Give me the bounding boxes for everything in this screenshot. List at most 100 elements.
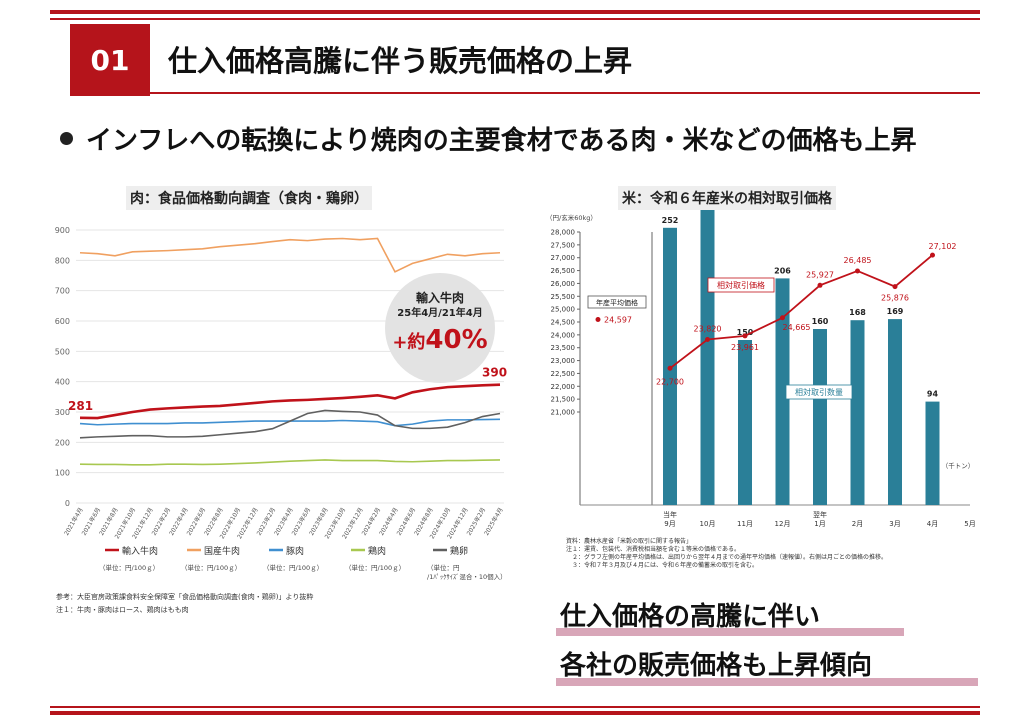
qty-label: 94 [927, 390, 939, 399]
y-tick-label: 25,500 [551, 293, 576, 301]
y-tick-label: 26,500 [551, 267, 576, 275]
bullet-dot-icon [60, 132, 73, 145]
left-source-note: 参考：大臣官房政策課食料安全保障室「食品価格動向調査(食肉・鶏卵)」より抜粋 注… [56, 592, 313, 615]
left-source-line2: 注１：牛肉・豚肉はロース、鶏肉はもも肉 [56, 606, 189, 614]
y-tick-label: 21,000 [551, 409, 576, 417]
price-label: 23,961 [731, 343, 759, 352]
y-tick-label: 900 [55, 226, 70, 235]
qty-bar [813, 329, 827, 505]
bottom-rule-thin [50, 706, 980, 708]
right-note-line3: ２：グラフ左側の年産平均価格は、出回りから翌年４月までの通年平均価格（速報値）。… [566, 554, 887, 561]
y-tick-label: 23,000 [551, 357, 576, 365]
qty-bar [700, 210, 715, 505]
y-tick-label: 100 [55, 469, 70, 478]
avg-point [595, 317, 601, 323]
legend-label: 輸入牛肉 [122, 545, 158, 557]
y-tick-label: 300 [55, 408, 70, 417]
rice-price-chart: （円/玄米60kg） 21,000 21,500 22,000 22,500 23,000… [546, 210, 976, 528]
conclusion-line2: 各社の販売価格も上昇傾向 [560, 651, 873, 681]
x-tick-label: 4月 [927, 520, 938, 528]
x-tick-prefix: 翌年 [813, 510, 827, 519]
legend-unit: （単位：円/100ｇ） [99, 563, 159, 572]
y-tick-label: 21,500 [551, 396, 576, 404]
series-line-4 [79, 409, 501, 439]
avg-label: 年産平均価格 [596, 298, 638, 307]
y-tick-label: 400 [55, 378, 70, 387]
price-label: 26,485 [844, 256, 872, 265]
left-chart-title: 肉：食品価格動向調査（食肉・鶏卵） [126, 186, 372, 210]
y-tick-label: 24,500 [551, 319, 576, 327]
series-line-3 [79, 459, 501, 466]
right-note-line2: 注１：運賃、包装代、消費税相当額を含む１等米の価格である。 [566, 546, 740, 553]
x-tick-label: 10月 [700, 520, 716, 528]
y-tick-label: 28,000 [551, 229, 576, 237]
qty-label: 160 [812, 317, 829, 326]
avg-label-box [587, 295, 647, 309]
right-axis-unit: （千トン） [942, 461, 975, 470]
y-tick-label: 27,500 [551, 241, 576, 249]
right-note-line1: 資料：農林水産省「米穀の取引に関する報告」 [566, 538, 693, 545]
qty-bar [738, 340, 752, 505]
y-tick-label: 27,000 [551, 254, 576, 262]
x-tick-label: 12月 [775, 520, 791, 528]
price-series-label: 相対取引価格 [717, 280, 765, 290]
left-source-line1: 参考：大臣官房政策課食料安全保障室「食品価格動向調査(食肉・鶏卵)」より抜粋 [56, 593, 314, 601]
y-tick-label: 22,000 [551, 383, 576, 391]
callout-circle [385, 273, 495, 383]
start-value-label: 281 [68, 399, 93, 413]
title-underline [150, 92, 980, 94]
qty-label: 168 [849, 308, 866, 317]
price-point [667, 365, 673, 371]
qty-label: 169 [887, 307, 904, 316]
price-label: 22,700 [656, 377, 684, 386]
price-label: 24,665 [783, 323, 811, 332]
legend-unit: （単位：円 [427, 563, 460, 572]
callout-big: +約40% [392, 325, 487, 355]
y-tick-label: 600 [55, 317, 70, 326]
conclusion-underline-2 [556, 678, 978, 686]
x-tick-label: 5月 [964, 520, 975, 528]
left-axis-unit: （円/玄米60kg） [546, 213, 597, 222]
price-point [817, 282, 823, 288]
qty-bar [850, 320, 865, 505]
legend-label: 国産牛肉 [204, 545, 240, 557]
legend-unit: /1ﾊﾟｯｸｻｲｽﾞ混合・10個入） [427, 572, 507, 581]
section-number-badge: 01 [70, 24, 150, 96]
price-point [892, 284, 898, 290]
legend-label: 豚肉 [286, 545, 304, 557]
meat-price-chart: 01002003004005006007008009002021年4月2021年… [55, 226, 507, 581]
series-line-0 [79, 383, 501, 420]
x-tick-prefix: 当年 [663, 510, 677, 519]
qty-bar [925, 401, 940, 505]
price-line [669, 254, 934, 369]
y-tick-label: 700 [55, 287, 70, 296]
callout-line1: 輸入牛肉 [416, 290, 464, 305]
y-tick-label: 22,500 [551, 370, 576, 378]
x-tick-label: 1月 [814, 520, 825, 528]
y-tick-label: 25,000 [551, 306, 576, 314]
qty-bar [888, 319, 902, 505]
qty-label: 150 [737, 328, 754, 337]
bullet-text: インフレへの転換により焼肉の主要食材である肉・米などの価格も上昇 [86, 126, 917, 156]
bottom-rule-thick [50, 711, 980, 715]
x-tick-label: 11月 [737, 520, 753, 528]
price-label: 23,820 [694, 324, 722, 333]
price-label: 25,927 [806, 270, 834, 279]
page-title: 仕入価格高騰に伴う販売価格の上昇 [168, 44, 633, 78]
y-tick-label: 200 [55, 438, 70, 447]
price-point [855, 268, 860, 274]
x-tick-label: 9月 [664, 520, 675, 528]
y-tick-label: 26,000 [551, 280, 576, 288]
qty-series-box [785, 384, 853, 400]
price-label: 27,102 [929, 242, 957, 251]
y-tick-label: 23,500 [551, 344, 576, 352]
price-label: 25,876 [881, 294, 909, 303]
price-series-box [707, 277, 775, 293]
price-point [780, 315, 785, 321]
legend-label: 鶏卵 [450, 545, 468, 557]
x-tick-label: 3月 [889, 520, 900, 528]
y-tick-label: 500 [55, 347, 70, 356]
price-point [930, 252, 935, 258]
top-rule-thin [50, 18, 980, 20]
top-rule-thick [50, 10, 980, 14]
